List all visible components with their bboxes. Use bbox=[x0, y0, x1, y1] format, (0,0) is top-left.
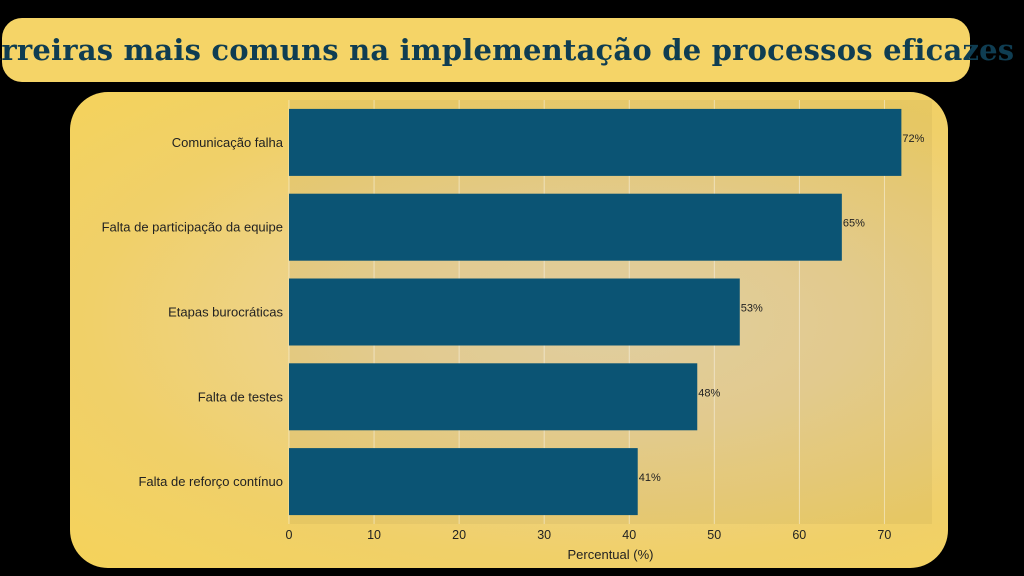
bar-4 bbox=[289, 448, 638, 516]
chart-card: Comunicação falha Falta de participação d… bbox=[70, 92, 948, 568]
x-tick-label-30: 30 bbox=[537, 528, 551, 542]
category-label-2: Etapas burocráticas bbox=[168, 305, 283, 320]
x-tick-label-40: 40 bbox=[622, 528, 636, 542]
category-labels: Comunicação falha Falta de participação d… bbox=[102, 135, 284, 489]
category-label-3: Falta de testes bbox=[198, 389, 284, 404]
bar-1 bbox=[289, 193, 842, 261]
value-label-3: 48% bbox=[698, 387, 720, 399]
value-label-4: 41% bbox=[639, 472, 661, 484]
value-label-0: 72% bbox=[902, 133, 924, 145]
x-axis-ticks: 0 10 20 30 40 50 60 70 bbox=[286, 528, 892, 542]
bar-3 bbox=[289, 363, 698, 431]
value-label-1: 65% bbox=[843, 218, 865, 230]
x-tick-label-20: 20 bbox=[452, 528, 466, 542]
x-tick-label-10: 10 bbox=[367, 528, 381, 542]
x-axis-title: Percentual (%) bbox=[568, 547, 654, 562]
title-banner: Barreiras mais comuns na implementação d… bbox=[0, 18, 1014, 82]
x-tick-label-50: 50 bbox=[707, 528, 721, 542]
value-label-2: 53% bbox=[741, 303, 763, 315]
x-tick-label-0: 0 bbox=[286, 528, 293, 542]
category-label-1: Falta de participação da equipe bbox=[102, 220, 283, 235]
bar-2 bbox=[289, 278, 740, 346]
bars bbox=[289, 108, 902, 516]
x-tick-label-60: 60 bbox=[792, 528, 806, 542]
x-tick-label-70: 70 bbox=[877, 528, 891, 542]
bar-0 bbox=[289, 108, 902, 176]
chart-title: Barreiras mais comuns na implementação d… bbox=[0, 33, 1015, 67]
category-label-0: Comunicação falha bbox=[172, 135, 284, 150]
category-label-4: Falta de reforço contínuo bbox=[138, 474, 283, 489]
value-labels: 72% 65% 53% 48% 41% bbox=[639, 133, 925, 484]
bar-chart: Comunicação falha Falta de participação d… bbox=[102, 100, 932, 562]
